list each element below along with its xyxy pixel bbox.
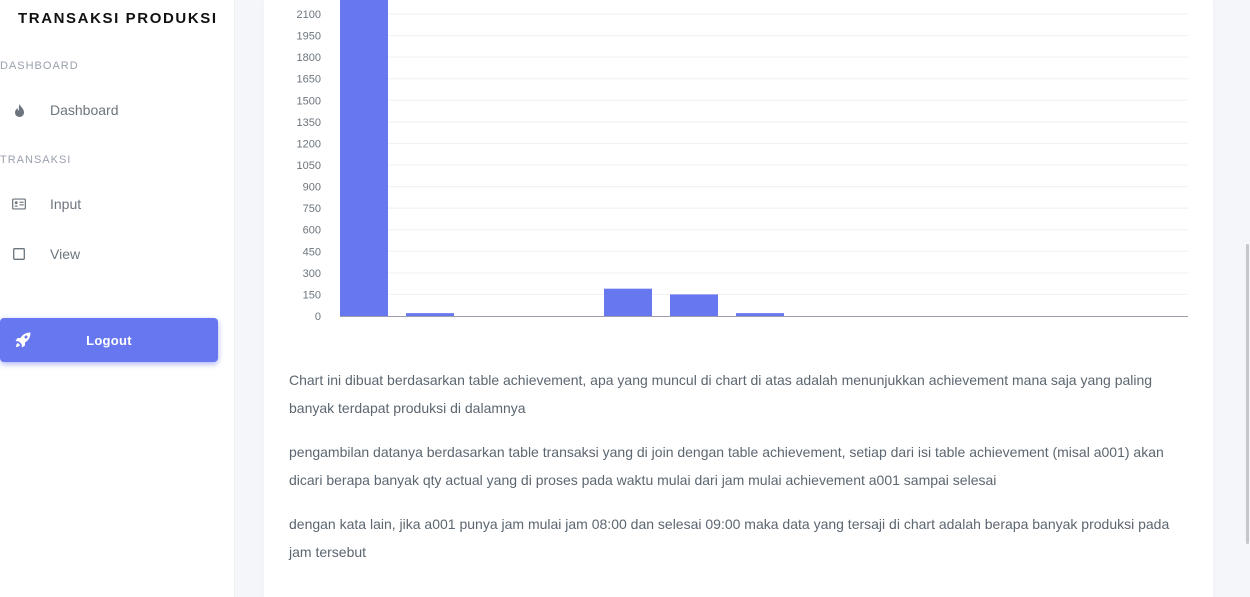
bar-chart: 0 150 300 450 600 750 900 1050 1200 1350 1500 1650 1… bbox=[297, 0, 1188, 323]
app-brand[interactable]: TRANSAKSI PRODUKSI bbox=[18, 10, 218, 27]
scrollbar-thumb[interactable] bbox=[1246, 244, 1249, 544]
bar[interactable] bbox=[406, 313, 454, 316]
logout-button[interactable]: Logout bbox=[0, 318, 218, 362]
menu-header-dashboard: DASHBOARD bbox=[0, 60, 79, 72]
y-tick-label: 750 bbox=[303, 203, 321, 215]
y-tick-label: 0 bbox=[315, 311, 321, 323]
logout-label: Logout bbox=[86, 332, 132, 348]
description-paragraph-1: Chart ini dibuat berdasarkan table achie… bbox=[289, 372, 1153, 416]
y-tick-label: 300 bbox=[303, 268, 321, 280]
y-tick-label: 1350 bbox=[297, 117, 321, 129]
sidebar: TRANSAKSI PRODUKSI DASHBOARD Dashboard T… bbox=[0, 0, 235, 597]
rocket-icon bbox=[14, 331, 32, 349]
bar[interactable] bbox=[604, 288, 652, 316]
y-tick-label: 2100 bbox=[297, 9, 321, 21]
sidebar-item-view[interactable]: View bbox=[0, 237, 234, 271]
y-tick-label: 1650 bbox=[297, 74, 321, 86]
y-tick-label: 1800 bbox=[297, 52, 321, 64]
sidebar-item-label: Input bbox=[50, 196, 82, 212]
sidebar-item-dashboard[interactable]: Dashboard bbox=[0, 93, 234, 127]
description-paragraph-3: dengan kata lain, jika a001 punya jam mu… bbox=[289, 516, 1170, 560]
sidebar-item-label: View bbox=[50, 246, 81, 262]
y-tick-label: 150 bbox=[303, 289, 321, 301]
bar[interactable] bbox=[670, 294, 718, 316]
y-tick-label: 1500 bbox=[297, 95, 321, 107]
bar[interactable] bbox=[340, 0, 388, 316]
description-paragraph-2: pengambilan datanya berdasarkan table tr… bbox=[289, 444, 1164, 488]
y-tick-label: 600 bbox=[303, 225, 321, 237]
bar[interactable] bbox=[736, 313, 784, 316]
main-card bbox=[264, 0, 1213, 597]
y-tick-label: 450 bbox=[303, 246, 321, 258]
y-tick-label: 1200 bbox=[297, 138, 321, 150]
sidebar-item-label: Dashboard bbox=[50, 102, 119, 118]
menu-header-transaksi: TRANSAKSI bbox=[0, 154, 72, 166]
fire-icon bbox=[12, 103, 26, 117]
page-scrollbar[interactable] bbox=[1244, 0, 1250, 597]
sidebar-item-input[interactable]: Input bbox=[0, 187, 234, 221]
id-card-icon bbox=[12, 197, 26, 211]
y-tick-label: 1950 bbox=[297, 31, 321, 43]
y-tick-label: 1050 bbox=[297, 160, 321, 172]
y-tick-label: 900 bbox=[303, 182, 321, 194]
square-icon bbox=[12, 247, 26, 261]
